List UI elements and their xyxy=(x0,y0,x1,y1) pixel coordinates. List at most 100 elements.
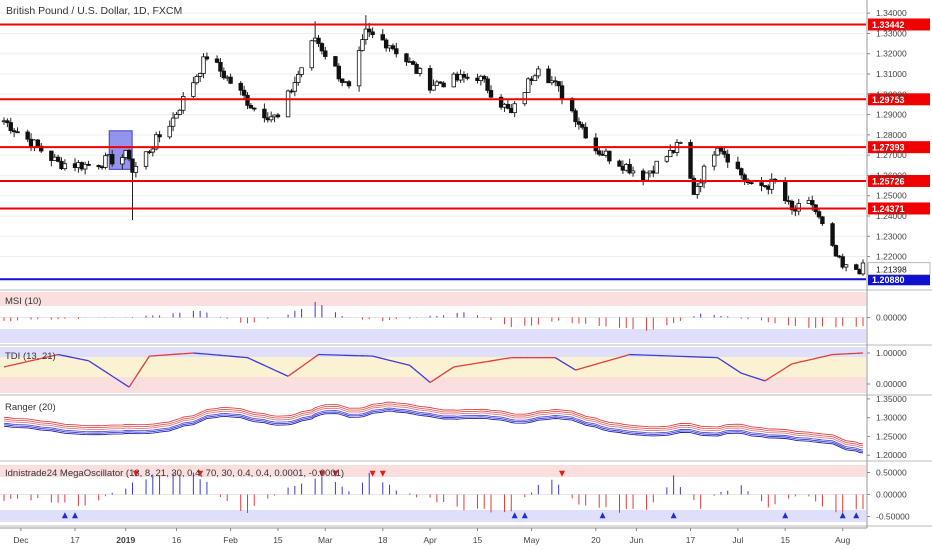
tdi-segment xyxy=(264,364,269,368)
candle-body xyxy=(860,262,866,275)
candle-body xyxy=(204,56,210,60)
candle-body xyxy=(597,150,602,155)
candle xyxy=(275,112,281,119)
candle-body xyxy=(840,256,845,268)
candle-body xyxy=(360,39,365,51)
tdi-segment xyxy=(247,357,252,360)
tdi-segment xyxy=(605,359,610,362)
candle-body xyxy=(711,154,717,167)
tdi-line xyxy=(3,352,864,388)
tdi-segment xyxy=(490,358,502,362)
candle-body xyxy=(854,264,859,270)
price-axis[interactable]: 1.34000 1.33000 1.32000 1.31000 1.30000 1.290… xyxy=(866,0,931,528)
candle-body xyxy=(238,82,243,91)
candle xyxy=(840,253,845,270)
price-tick-label: 1.31000 xyxy=(876,69,907,79)
candle xyxy=(394,42,399,58)
candle-body xyxy=(285,90,291,118)
highlight-box xyxy=(108,130,133,170)
candle-body xyxy=(718,147,724,152)
candle xyxy=(556,81,561,92)
tdi-segment xyxy=(747,374,752,378)
candle-body xyxy=(559,85,565,100)
level-price-tag xyxy=(868,18,930,31)
candle xyxy=(197,72,203,83)
candle xyxy=(711,150,717,171)
candle xyxy=(55,154,61,163)
candle xyxy=(103,152,108,170)
time-tick-label: Jun xyxy=(630,535,644,545)
tdi-segment xyxy=(301,358,313,368)
candle-body xyxy=(512,103,517,114)
candle-body xyxy=(739,168,744,176)
candle-body xyxy=(644,172,649,181)
price-tick-label: 1.34000 xyxy=(876,8,907,18)
tdi-segment xyxy=(385,358,390,361)
chart-title: British Pound / U.S. Dollar, 1D, FXCM xyxy=(6,5,182,17)
tdi-segment xyxy=(774,367,786,376)
highlight-box-layer xyxy=(108,130,133,170)
candle-body xyxy=(126,150,132,160)
candle-body xyxy=(411,61,416,65)
candle-body xyxy=(8,122,13,132)
current-price-label: 1.21398 xyxy=(876,264,907,274)
candle xyxy=(228,73,233,85)
candle-body xyxy=(323,50,328,57)
candle-body xyxy=(170,117,176,127)
tdi-segment xyxy=(602,360,607,363)
candle-body xyxy=(593,137,599,152)
candle xyxy=(11,127,17,138)
tdi-segment xyxy=(78,358,82,361)
buy-signal-marker xyxy=(670,512,677,519)
candle-body xyxy=(221,70,227,79)
mega-upper-band xyxy=(0,465,866,477)
tdi-segment xyxy=(85,359,89,362)
tdi-segment xyxy=(125,384,130,388)
time-axis[interactable]: Dec 17 2019 16 Feb 15 Mar 18 Apr 15 May 20 Jun 17 Jul 1… xyxy=(0,527,867,545)
tdi-segment xyxy=(764,378,769,382)
mega-tick-label: 0.00000 xyxy=(876,490,907,500)
ranger-band-line xyxy=(3,409,864,452)
candle xyxy=(583,122,588,139)
candle-body xyxy=(275,114,281,118)
candle-body xyxy=(197,73,203,77)
candle xyxy=(532,73,538,81)
time-tick-label: 20 xyxy=(591,535,601,545)
candle xyxy=(485,76,490,94)
candle xyxy=(383,38,389,52)
candle-body xyxy=(25,131,30,140)
candle xyxy=(194,74,199,85)
ranger-pane-title: Ranger (20) xyxy=(5,402,56,413)
horizontal-levels[interactable]: 1.33442 1.29753 1.27393 1.25726 1.24371 1.208… xyxy=(0,18,930,286)
tdi-segment xyxy=(609,356,620,361)
tdi-segment xyxy=(10,363,15,367)
candle xyxy=(597,147,602,157)
candle xyxy=(143,151,149,170)
tdi-segment xyxy=(17,360,28,365)
candle-body xyxy=(339,78,345,83)
candle-body xyxy=(309,40,314,69)
tdi-segment xyxy=(291,370,296,375)
tdi-middle-band xyxy=(0,357,866,377)
candle-body xyxy=(390,45,396,50)
level-price-tag xyxy=(868,93,930,106)
pane-separators[interactable] xyxy=(0,289,932,527)
tdi-segment xyxy=(277,371,289,377)
candle xyxy=(241,85,247,99)
candle-body xyxy=(177,109,183,115)
tdi-segment xyxy=(61,354,66,357)
candle-body xyxy=(228,76,233,84)
candle-body xyxy=(441,82,446,88)
candle xyxy=(654,160,659,174)
tdi-segment xyxy=(575,368,580,371)
tdi-segment xyxy=(419,373,431,383)
tdi-tick-label: 1.00000 xyxy=(876,348,907,358)
tdi-segment xyxy=(41,355,52,360)
candle-body xyxy=(319,43,325,52)
candle-body xyxy=(96,165,101,168)
tdi-segment xyxy=(626,353,630,357)
time-tick-label: 2019 xyxy=(116,535,135,545)
candle xyxy=(262,103,267,123)
tdi-segment xyxy=(105,371,110,375)
